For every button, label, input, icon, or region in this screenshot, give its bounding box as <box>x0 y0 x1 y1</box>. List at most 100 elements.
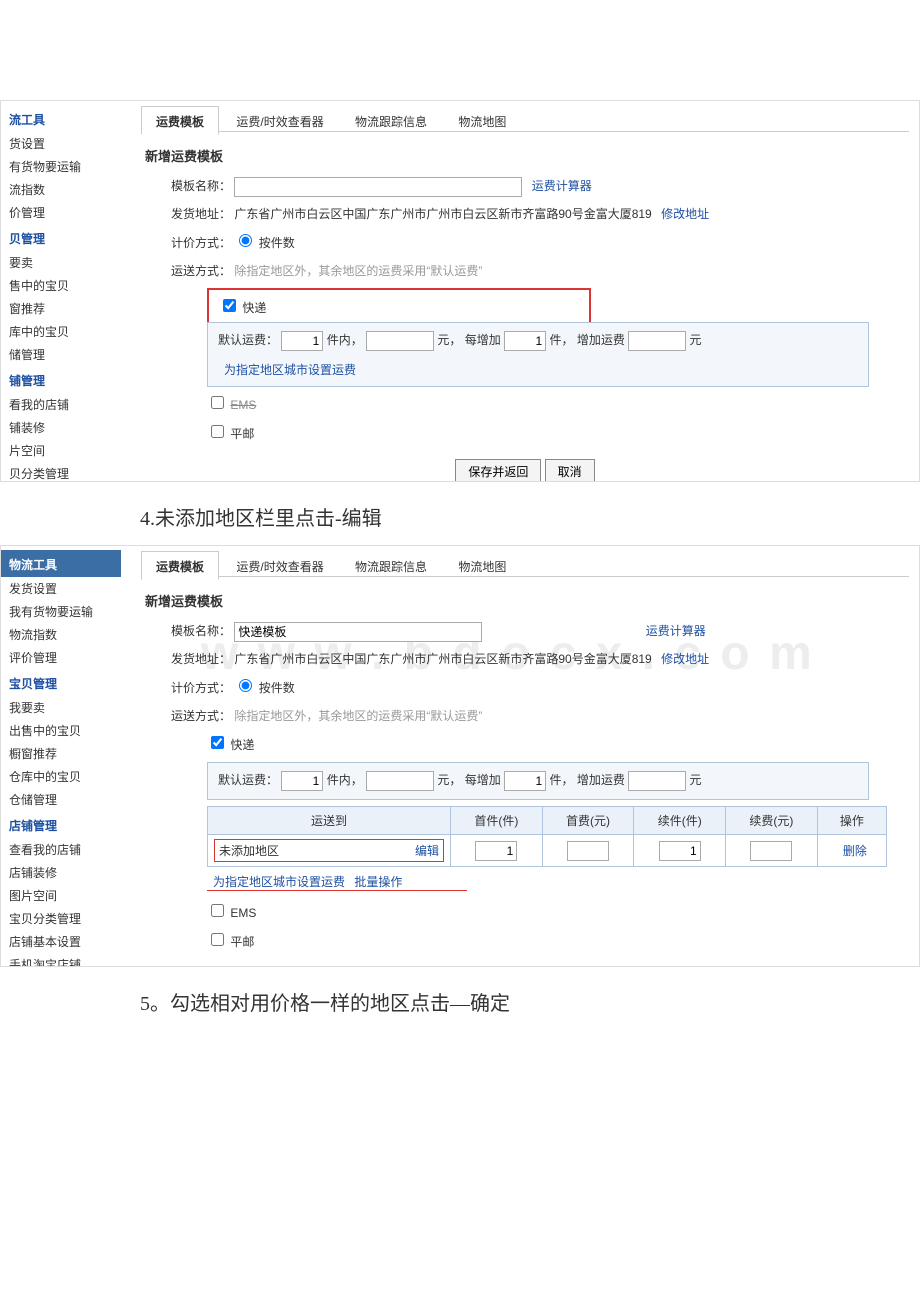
row-first-qty-input[interactable] <box>475 841 517 861</box>
sidebar-item[interactable]: 有货物要运输 <box>1 155 121 178</box>
sidebar-item[interactable]: 出售中的宝贝 <box>1 719 121 742</box>
default-fee-box: 默认运费： 件内， 元， 每增加 件， 增加运费 元 为指定地区城市设置运费 <box>207 322 869 387</box>
base-fee-input[interactable] <box>366 331 434 351</box>
add-qty-input[interactable] <box>504 331 546 351</box>
sidebar-item[interactable]: 售中的宝贝 <box>1 274 121 297</box>
pingyou-checkbox[interactable] <box>211 933 224 946</box>
default-fee-label: 默认运费： <box>218 333 278 347</box>
fee-calculator-link[interactable]: 运费计算器 <box>532 179 592 193</box>
sidebar-item[interactable]: 铺装修 <box>1 416 121 439</box>
sidebar-item[interactable]: 储管理 <box>1 343 121 366</box>
sidebar-item[interactable]: 仓储管理 <box>1 788 121 811</box>
add-fee-input[interactable] <box>628 771 686 791</box>
change-address-link[interactable]: 修改地址 <box>661 207 709 221</box>
tab-tracking[interactable]: 物流跟踪信息 <box>341 107 441 134</box>
region-cell-highlight: 未添加地区 编辑 <box>214 839 444 862</box>
sidebar-item[interactable]: 我有货物要运输 <box>1 600 121 623</box>
template-name-input[interactable] <box>234 177 522 197</box>
sidebar-item[interactable]: 手机淘宝店铺 <box>1 953 121 967</box>
template-name-input[interactable] <box>234 622 482 642</box>
change-address-link[interactable]: 修改地址 <box>661 652 709 666</box>
delete-row-link[interactable]: 删除 <box>843 844 867 858</box>
content-area: 运费模板 运费/时效查看器 物流跟踪信息 物流地图 新增运费模板 模板名称： 运… <box>131 101 919 482</box>
tab-tracking[interactable]: 物流跟踪信息 <box>341 552 441 579</box>
pingyou-checkbox[interactable] <box>211 425 224 438</box>
tab-shipping-template[interactable]: 运费模板 <box>141 551 219 580</box>
sidebar-item[interactable]: 店铺装修 <box>1 861 121 884</box>
default-fee-box: 默认运费： 件内， 元， 每增加 件， 增加运费 元 <box>207 762 869 800</box>
unit-in: 件内， <box>327 773 363 787</box>
tab-fee-viewer[interactable]: 运费/时效查看器 <box>222 552 337 579</box>
pricing-radio-by-piece[interactable] <box>239 234 252 247</box>
pricing-label: 计价方式： <box>171 681 231 695</box>
add-fee-input[interactable] <box>628 331 686 351</box>
sidebar-item[interactable]: 评价管理 <box>1 646 121 669</box>
save-return-button[interactable]: 保存并返回 <box>455 459 541 482</box>
yuan-label: 元， <box>437 773 461 787</box>
sidebar-item[interactable]: 店铺基本设置 <box>1 930 121 953</box>
sidebar-item[interactable]: 库中的宝贝 <box>1 320 121 343</box>
express-label: 快递 <box>242 301 266 315</box>
base-fee-input[interactable] <box>366 771 434 791</box>
sidebar-item[interactable]: 要卖 <box>1 251 121 274</box>
tab-shipping-template[interactable]: 运费模板 <box>141 106 219 135</box>
sidebar-item[interactable]: 看我的店铺 <box>1 393 121 416</box>
ship-method-label: 运送方式： <box>171 709 231 723</box>
edit-region-link[interactable]: 编辑 <box>415 842 439 859</box>
sidebar-item[interactable]: 仓库中的宝贝 <box>1 765 121 788</box>
pingyou-label: 平邮 <box>230 427 254 441</box>
ems-label: EMS <box>230 906 256 920</box>
per-region-fee-link[interactable]: 为指定地区城市设置运费 <box>224 363 356 377</box>
sidebar-item[interactable]: 宝贝分类管理 <box>1 907 121 930</box>
tabs: 运费模板 运费/时效查看器 物流跟踪信息 物流地图 <box>141 105 909 132</box>
col-first-fee: 首费(元) <box>542 807 634 835</box>
sidebar-item[interactable]: 图片空间 <box>1 884 121 907</box>
sidebar-item[interactable]: 我要卖 <box>1 696 121 719</box>
pricing-radio-by-piece[interactable] <box>239 679 252 692</box>
tab-fee-viewer[interactable]: 运费/时效查看器 <box>222 107 337 134</box>
tab-map[interactable]: 物流地图 <box>444 107 520 134</box>
step-caption-5: 5。勾选相对用价格一样的地区点击—确定 <box>140 987 920 1016</box>
addfee-label: 增加运费 <box>577 333 625 347</box>
express-checkbox[interactable] <box>223 299 236 312</box>
row-first-fee-input[interactable] <box>567 841 609 861</box>
row-next-fee-input[interactable] <box>750 841 792 861</box>
ship-method-hint: 除指定地区外，其余地区的运费采用“默认运费” <box>234 709 482 723</box>
pricing-radio-label: 按件数 <box>259 236 295 250</box>
ems-checkbox[interactable] <box>211 396 224 409</box>
ems-checkbox[interactable] <box>211 904 224 917</box>
sidebar-item[interactable]: 货设置 <box>1 132 121 155</box>
tab-map[interactable]: 物流地图 <box>444 552 520 579</box>
sidebar-item[interactable]: 片空间 <box>1 439 121 462</box>
per-region-fee-link[interactable]: 为指定地区城市设置运费 <box>213 875 345 889</box>
add-qty-input[interactable] <box>504 771 546 791</box>
sidebar-item[interactable]: 贝分类管理 <box>1 462 121 482</box>
pricing-label: 计价方式： <box>171 236 231 250</box>
template-name-label: 模板名称： <box>171 179 231 193</box>
batch-action-link[interactable]: 批量操作 <box>354 875 402 889</box>
col-next-fee: 续费(元) <box>726 807 818 835</box>
yuan2-label: 元 <box>690 773 702 787</box>
sidebar-item[interactable]: 查看我的店铺 <box>1 838 121 861</box>
sidebar-item[interactable]: 物流指数 <box>1 623 121 646</box>
region-name: 未添加地区 <box>219 842 279 859</box>
yuan2-label: 元 <box>690 333 702 347</box>
sidebar-item[interactable]: 橱窗推荐 <box>1 742 121 765</box>
cancel-button[interactable]: 取消 <box>545 459 595 482</box>
sidebar-item[interactable]: 价管理 <box>1 201 121 224</box>
screenshot-2: w w w . b d o c x . c o m 物流工具 发货设置 我有货物… <box>0 545 920 967</box>
add-label: 每增加 <box>465 773 501 787</box>
fee-calculator-link[interactable]: 运费计算器 <box>646 624 706 638</box>
sidebar-group-item-mgmt: 贝管理 <box>1 224 121 251</box>
base-qty-input[interactable] <box>281 771 323 791</box>
express-checkbox[interactable] <box>211 736 224 749</box>
sidebar-item[interactable]: 流指数 <box>1 178 121 201</box>
row-next-qty-input[interactable] <box>659 841 701 861</box>
unit-add: 件， <box>549 333 573 347</box>
base-qty-input[interactable] <box>281 331 323 351</box>
sidebar-item[interactable]: 发货设置 <box>1 577 121 600</box>
sidebar-item[interactable]: 窗推荐 <box>1 297 121 320</box>
col-next-qty: 续件(件) <box>634 807 726 835</box>
screenshot-1: 流工具 货设置 有货物要运输 流指数 价管理 贝管理 要卖 售中的宝贝 窗推荐 … <box>0 100 920 482</box>
express-label: 快递 <box>230 738 254 752</box>
